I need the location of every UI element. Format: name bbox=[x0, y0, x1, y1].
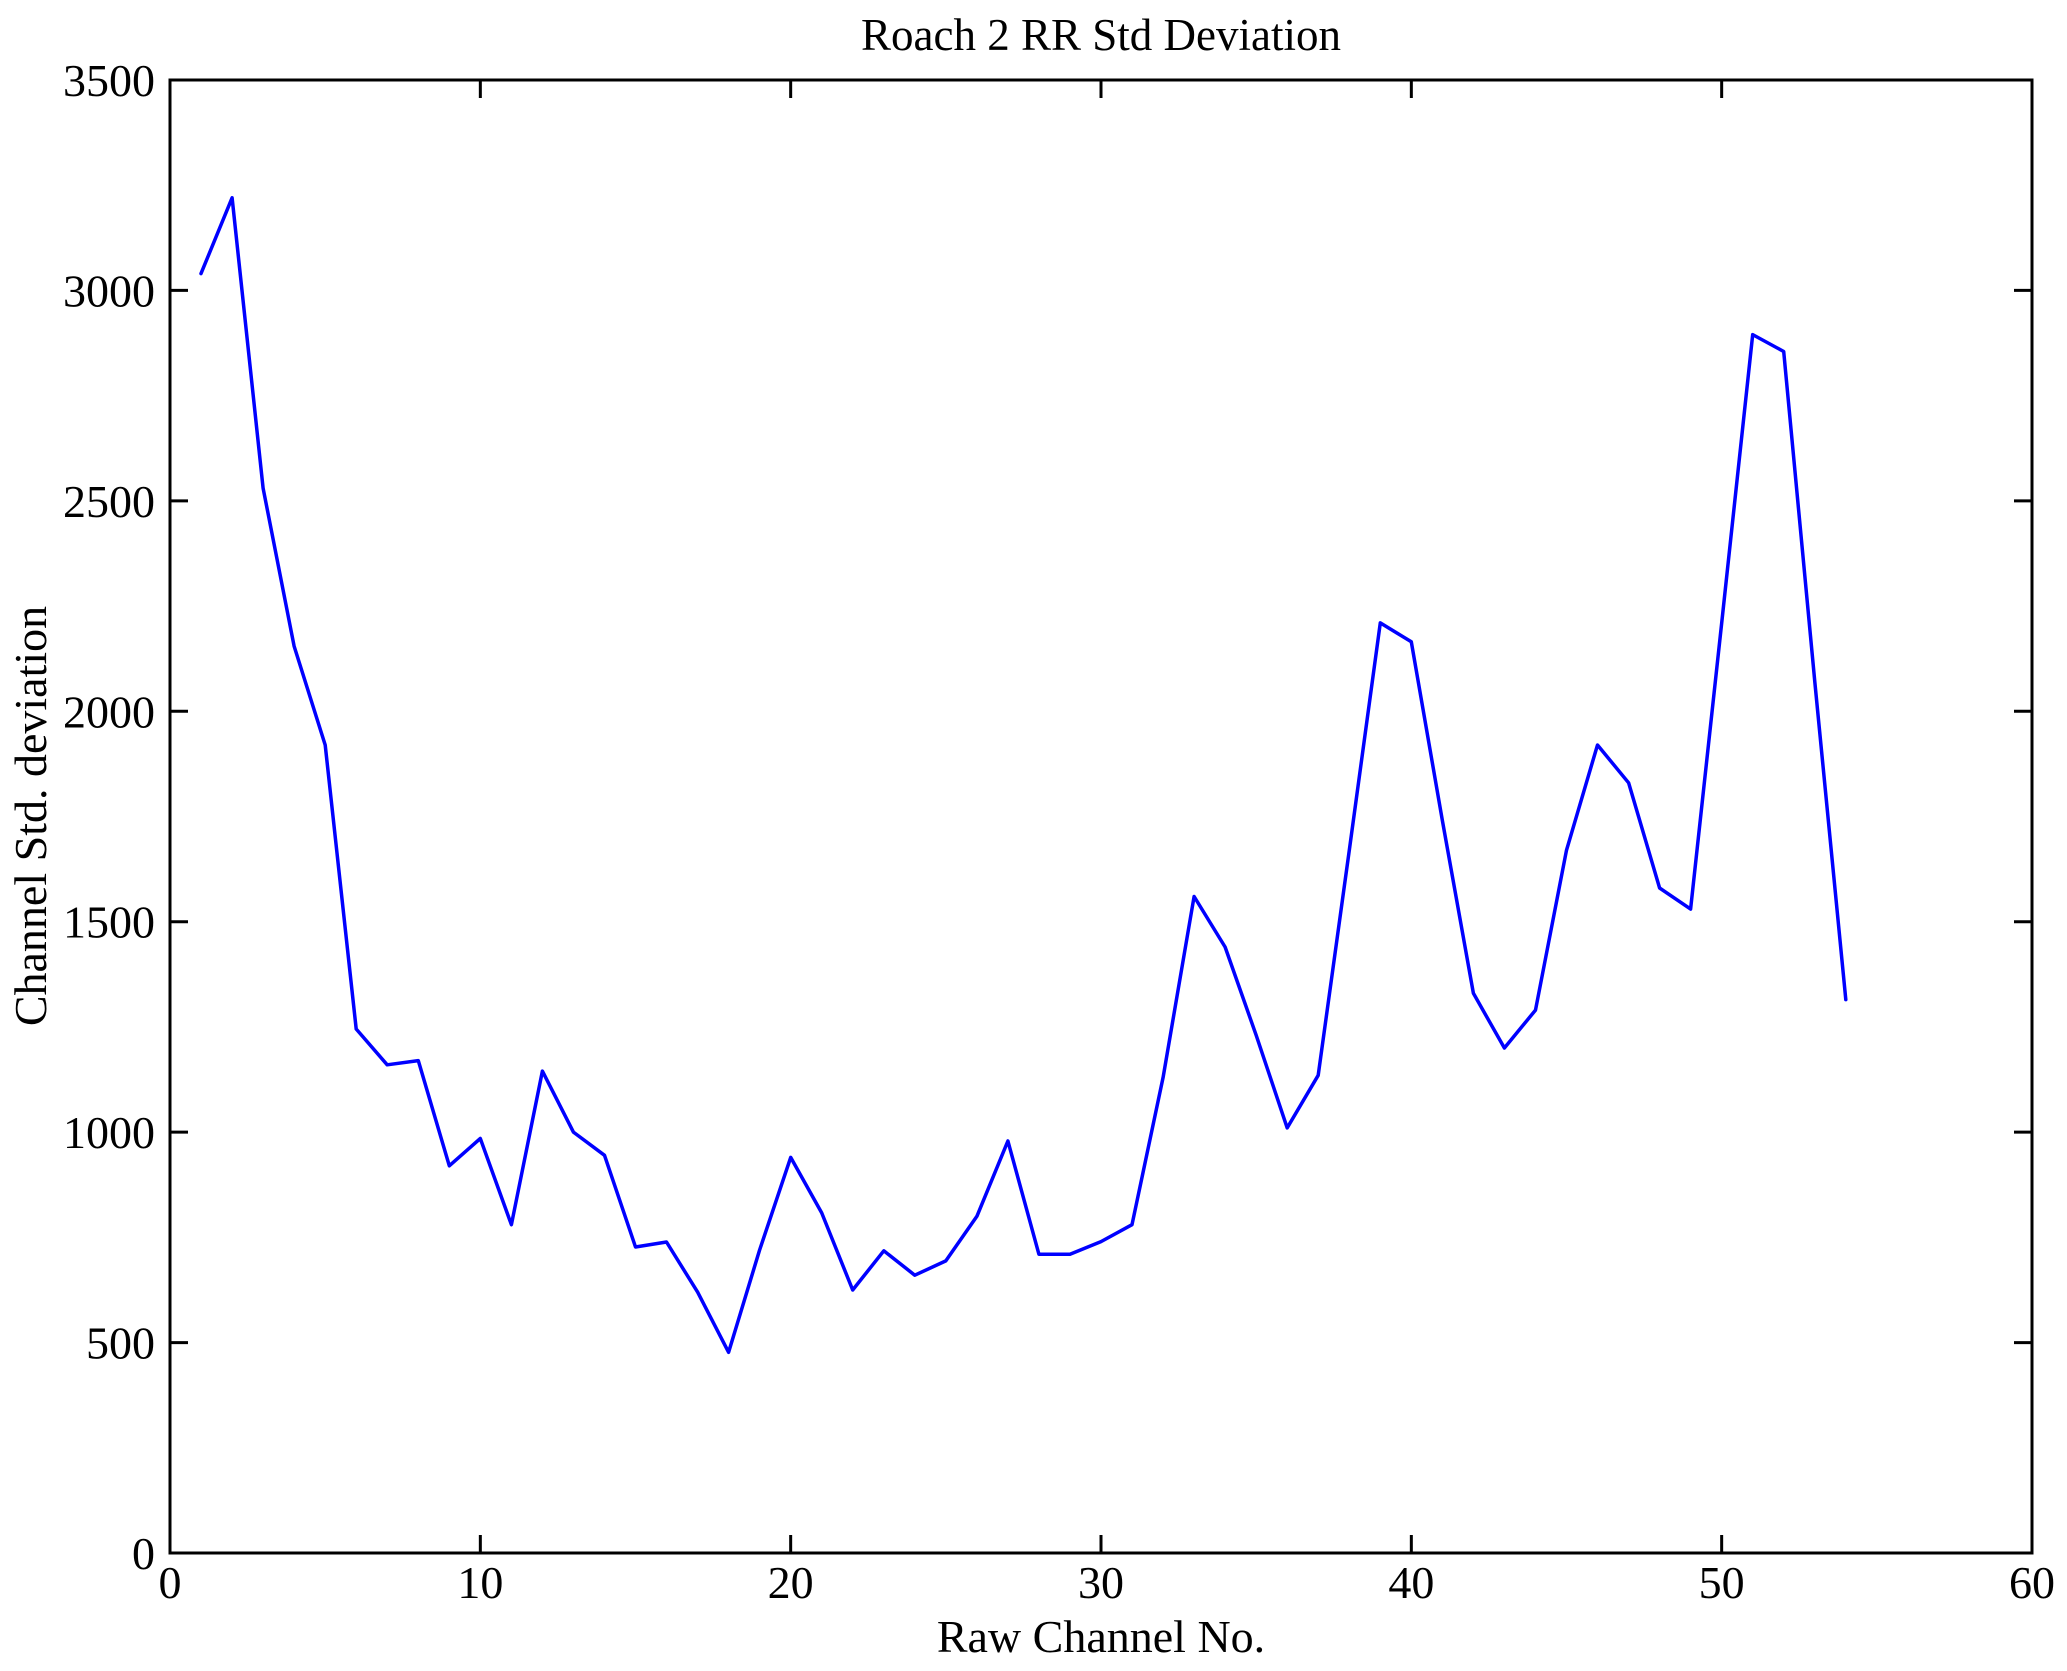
chart-title: Roach 2 RR Std Deviation bbox=[861, 10, 1341, 60]
y-axis-label: Channel Std. deviation bbox=[5, 606, 56, 1026]
plot-box bbox=[168, 78, 2034, 1555]
y-tick-label: 3500 bbox=[63, 55, 155, 106]
y-tick-label: 0 bbox=[132, 1528, 155, 1579]
x-axis-label: Raw Channel No. bbox=[937, 1611, 1265, 1662]
x-tick-label: 40 bbox=[1388, 1557, 1434, 1608]
y-tick-label: 3000 bbox=[63, 265, 155, 316]
y-tick-label: 2500 bbox=[63, 476, 155, 527]
x-tick-label: 60 bbox=[2009, 1557, 2055, 1608]
x-tick-label: 0 bbox=[159, 1557, 182, 1608]
data-line bbox=[199, 196, 1848, 1355]
y-tick-label: 2000 bbox=[63, 686, 155, 737]
y-tick-label: 1000 bbox=[63, 1107, 155, 1158]
x-tick-label: 30 bbox=[1078, 1557, 1124, 1608]
y-tick-label: 500 bbox=[86, 1318, 155, 1369]
x-tick-label: 10 bbox=[457, 1557, 503, 1608]
axis-tick-labels: 0 10 20 30 40 50 60 0 500 1000 1500 2000 2500 3000 350… bbox=[63, 55, 2055, 1608]
axis-ticks bbox=[168, 78, 2034, 1555]
x-tick-label: 20 bbox=[768, 1557, 814, 1608]
x-tick-label: 50 bbox=[1699, 1557, 1745, 1608]
y-tick-label: 1500 bbox=[63, 897, 155, 948]
